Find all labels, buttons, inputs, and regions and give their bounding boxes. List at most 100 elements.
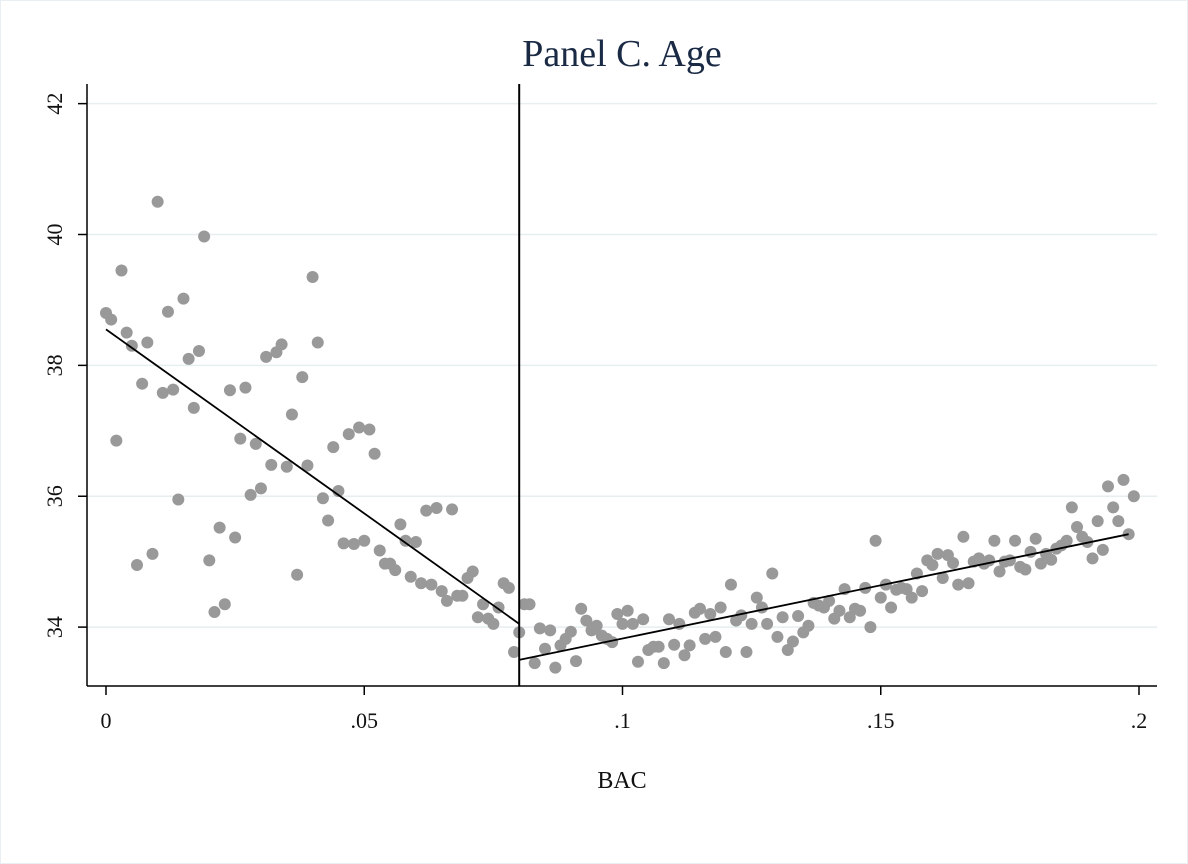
data-point-166	[957, 530, 970, 543]
data-point-87	[549, 661, 562, 674]
data-point-48	[347, 538, 360, 551]
data-point-19	[198, 230, 211, 243]
data-point-53	[373, 544, 386, 557]
data-point-35	[280, 460, 293, 473]
data-point-36	[285, 408, 298, 421]
data-point-183	[1045, 553, 1058, 566]
data-point-75	[487, 617, 500, 630]
data-point-18	[192, 344, 205, 357]
x-tick-label-.2: .2	[1131, 708, 1148, 733]
data-point-118	[709, 630, 722, 643]
data-point-24	[223, 384, 236, 397]
data-point-41	[311, 336, 324, 349]
data-point-100	[616, 617, 629, 630]
data-point-44	[327, 441, 340, 454]
data-point-20	[203, 554, 216, 567]
data-point-26	[234, 432, 247, 445]
data-point-63	[425, 578, 438, 591]
data-point-86	[544, 624, 557, 637]
data-point-78	[502, 581, 515, 594]
data-point-123	[735, 609, 748, 622]
data-point-22	[213, 521, 226, 534]
data-point-66	[440, 594, 453, 607]
data-point-197	[1117, 473, 1130, 486]
y-tick-label-40: 40	[42, 224, 67, 246]
data-point-173	[993, 565, 1006, 578]
data-point-196	[1112, 515, 1125, 528]
data-point-34	[275, 338, 288, 351]
data-point-117	[704, 608, 717, 621]
data-point-15	[177, 292, 190, 305]
data-point-193	[1096, 543, 1109, 556]
data-point-40	[306, 271, 319, 284]
data-point-29	[249, 437, 262, 450]
data-point-180	[1029, 532, 1042, 545]
data-point-50	[358, 534, 371, 547]
data-point-5	[125, 339, 138, 352]
data-point-2	[110, 434, 123, 447]
data-point-10	[151, 195, 164, 208]
data-point-57	[394, 518, 407, 531]
data-point-187	[1065, 501, 1078, 514]
y-tick-label-34: 34	[42, 616, 67, 638]
data-point-116	[699, 632, 712, 645]
data-point-6	[130, 558, 143, 571]
data-point-79	[508, 645, 521, 658]
gridlines	[87, 102, 1157, 628]
data-point-191	[1086, 552, 1099, 565]
data-point-84	[533, 622, 546, 635]
data-point-72	[471, 611, 484, 624]
data-point-67	[446, 503, 459, 516]
data-point-152	[885, 601, 898, 614]
data-point-13	[167, 383, 180, 396]
y-tick-label-36: 36	[42, 485, 67, 507]
data-point-194	[1102, 480, 1115, 493]
data-point-99	[611, 608, 624, 621]
data-point-43	[322, 514, 335, 527]
data-point-126	[750, 591, 763, 604]
data-point-27	[239, 381, 252, 394]
x-tick-label-0: 0	[101, 708, 112, 733]
x-tick-label-.05: .05	[351, 708, 379, 733]
data-point-158	[916, 585, 929, 598]
data-point-140	[823, 594, 836, 607]
data-point-93	[580, 614, 593, 627]
data-point-92	[575, 602, 588, 615]
data-point-130	[771, 630, 784, 643]
data-point-52	[368, 447, 381, 460]
data-point-167	[962, 577, 975, 590]
data-point-21	[208, 606, 221, 619]
data-point-31	[260, 350, 273, 363]
data-point-121	[724, 578, 737, 591]
data-point-108	[657, 657, 670, 670]
data-point-64	[430, 502, 443, 515]
data-point-83	[528, 657, 541, 670]
data-point-82	[523, 598, 536, 611]
data-point-4	[120, 326, 133, 339]
data-point-181	[1034, 557, 1047, 570]
data-point-156	[905, 591, 918, 604]
data-point-1	[105, 313, 118, 326]
data-point-38	[296, 371, 309, 384]
data-point-14	[172, 493, 185, 506]
data-point-69	[456, 589, 469, 602]
data-point-129	[766, 567, 779, 580]
data-point-60	[409, 536, 422, 549]
fit-lines	[105, 328, 1129, 661]
data-point-107	[652, 640, 665, 653]
data-point-65	[435, 585, 448, 598]
data-point-90	[564, 625, 577, 638]
data-point-3	[115, 264, 128, 277]
data-point-28	[244, 488, 257, 501]
data-point-128	[761, 617, 774, 630]
data-point-58	[399, 534, 412, 547]
data-point-23	[218, 598, 231, 611]
data-point-176	[1009, 534, 1022, 547]
data-point-160	[926, 558, 939, 571]
data-point-136	[802, 619, 815, 632]
data-point-101	[621, 604, 634, 617]
data-point-161	[931, 547, 944, 560]
data-point-146	[854, 604, 867, 617]
data-point-148	[864, 621, 877, 634]
